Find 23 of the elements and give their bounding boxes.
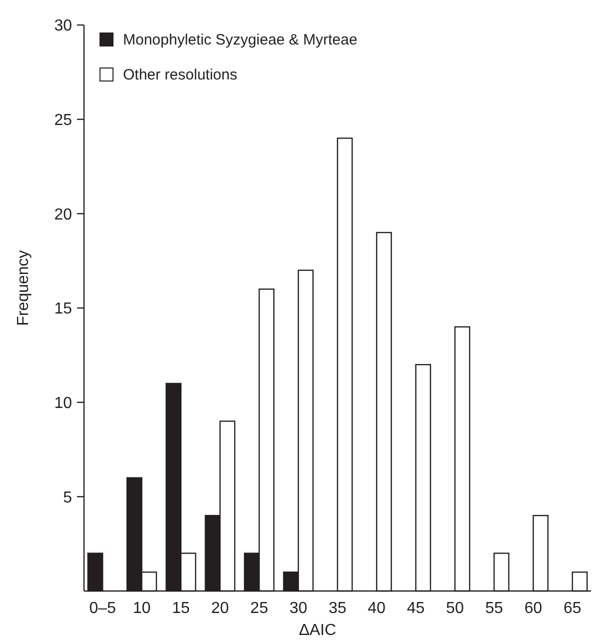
x-tick-label: 0–5 (89, 600, 116, 617)
x-tick-label: 60 (524, 600, 542, 617)
x-tick-label: 40 (368, 600, 386, 617)
x-tick-label: 35 (328, 600, 346, 617)
y-tick-label: 15 (54, 300, 72, 318)
y-tick-label: 25 (54, 112, 72, 129)
x-tick-label: 55 (485, 600, 504, 617)
y-axis-title: Frequency (15, 250, 32, 326)
legend-label: Monophyletic Syzygieae & Myrteae (123, 31, 358, 48)
x-tick-label: 25 (250, 600, 268, 617)
x-tick-label: 10 (132, 600, 151, 617)
x-tick-label: 50 (446, 600, 464, 617)
y-tick-label: 30 (54, 18, 72, 35)
x-tick-label: 30 (289, 600, 308, 617)
x-tick-label: 45 (406, 600, 425, 617)
x-axis-title: ΔAIC (298, 622, 336, 639)
y-tick-label: 20 (54, 206, 72, 224)
legend-label: Other resolutions (123, 66, 238, 84)
x-tick-label: 20 (211, 600, 230, 617)
y-tick-label: 5 (63, 489, 72, 506)
x-tick-label: 15 (172, 600, 190, 617)
y-tick-label: 10 (54, 394, 72, 412)
x-tick-label: 65 (564, 600, 582, 617)
